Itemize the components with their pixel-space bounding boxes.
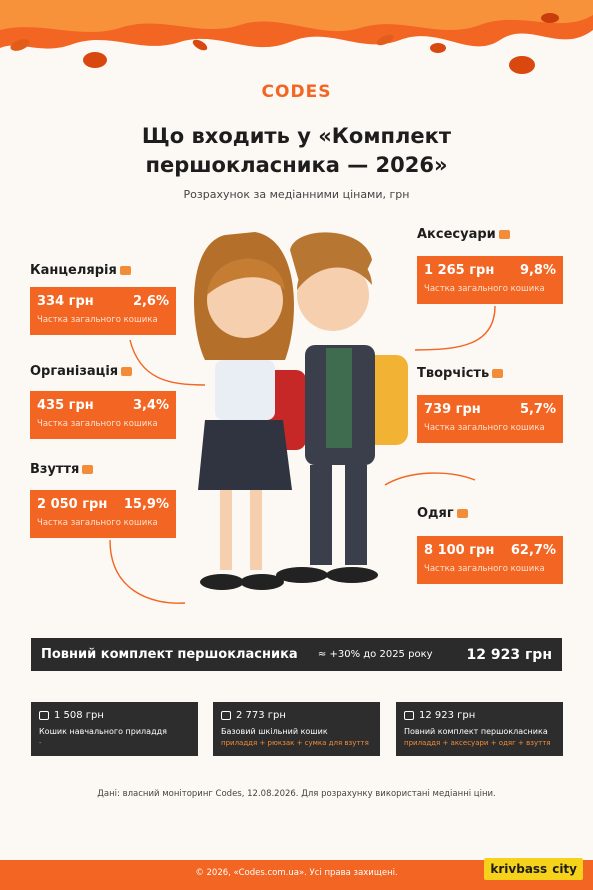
share: 2,6%	[132, 294, 169, 309]
kit-card: 2 773 грн Базовий шкільний кошик приладдя …	[213, 702, 380, 756]
price: 334 грн	[37, 294, 94, 309]
kit-price: 1 508 грн	[54, 710, 104, 721]
kit-detail: -	[39, 739, 42, 747]
caption: Частка загального кошика	[424, 564, 545, 574]
share: 15,9%	[123, 497, 169, 512]
category-label: Організація	[30, 364, 119, 379]
total-label: Повний комплект першокласника	[41, 647, 298, 662]
card-row: 739 грн 5,7%	[424, 400, 556, 420]
card-row: 1 265 грн 9,8%	[424, 261, 556, 281]
category-card: 8 100 грн 62,7% Частка загального кошика	[417, 536, 563, 584]
share: 9,8%	[519, 263, 556, 278]
card-row: 334 грн 2,6%	[37, 292, 169, 312]
share: 3,4%	[132, 398, 169, 413]
kit-price-row: 2 773 грн	[221, 709, 372, 723]
icon	[498, 230, 510, 239]
category-name: Творчість	[417, 366, 504, 381]
share: 62,7%	[510, 543, 556, 558]
watermark-text: krivbass	[490, 862, 548, 876]
category-card: 1 265 грн 9,8% Частка загального кошика	[417, 256, 563, 304]
price: 2 050 грн	[37, 497, 108, 512]
arrows	[109, 305, 496, 604]
decoration	[0, 0, 593, 604]
title-line: Що входить у «Комплект	[141, 124, 452, 148]
kit-price: 2 773 грн	[236, 710, 286, 721]
category-label: Аксесуари	[417, 227, 496, 242]
kit-detail: приладдя + рюкзак + сумка для взуття	[221, 739, 369, 747]
kit-detail: приладдя + аксесуари + одяг + взуття	[404, 739, 551, 747]
category-name: Аксесуари	[417, 227, 510, 242]
bag-icon	[39, 710, 49, 720]
icon	[119, 266, 131, 275]
category-card: 739 грн 5,7% Частка загального кошика	[417, 395, 563, 443]
category-card: 435 грн 3,4% Частка загального кошика	[30, 391, 176, 439]
category-name: Взуття	[30, 462, 94, 477]
card-row: 8 100 грн 62,7%	[424, 541, 556, 561]
source-note: Дані: власний моніторинг Codes, 12.08.20…	[97, 789, 496, 799]
kit-name: Базовий шкільний кошик	[221, 727, 328, 736]
share: 5,7%	[519, 402, 556, 417]
category-card: 334 грн 2,6% Частка загального кошика	[30, 287, 176, 335]
category-label: Взуття	[30, 462, 80, 477]
kit-price: 12 923 грн	[419, 710, 476, 721]
watermark: krivbass city	[484, 858, 583, 880]
kit-price-row: 12 923 грн	[404, 709, 555, 723]
caption: Частка загального кошика	[37, 315, 158, 325]
title: Що входить у «Комплект першокласника — 2…	[0, 122, 593, 180]
caption: Частка загального кошика	[424, 284, 545, 294]
caption: Частка загального кошика	[37, 518, 158, 528]
icon	[82, 465, 94, 474]
category-name: Канцелярія	[30, 263, 131, 278]
category-label: Канцелярія	[30, 263, 117, 278]
category-name: Організація	[30, 364, 133, 379]
price: 1 265 грн	[424, 263, 495, 278]
category-card: 2 050 грн 15,9% Частка загального кошика	[30, 490, 176, 538]
card-row: 2 050 грн 15,9%	[37, 495, 169, 515]
icon	[121, 367, 133, 376]
kit-price-row: 1 508 грн	[39, 709, 190, 723]
bag-icon	[404, 710, 414, 720]
price: 435 грн	[37, 398, 94, 413]
caption: Частка загального кошика	[37, 419, 158, 429]
caption: Частка загального кошика	[424, 423, 545, 433]
price: 739 грн	[424, 402, 481, 417]
card-row: 435 грн 3,4%	[37, 396, 169, 416]
children-illustration	[193, 232, 408, 590]
kit-name: Повний комплект першокласника	[404, 727, 548, 736]
icon	[456, 509, 468, 518]
icon	[492, 369, 504, 378]
category-name: Одяг	[417, 506, 468, 521]
bag-icon	[221, 710, 231, 720]
category-label: Творчість	[417, 366, 490, 381]
kit-card: 1 508 грн Кошик навчального приладдя -	[31, 702, 198, 756]
price: 8 100 грн	[424, 543, 495, 558]
kit-card: 12 923 грн Повний комплект першокласника п…	[396, 702, 563, 756]
watermark-text: city	[552, 862, 577, 876]
logo: CODES	[261, 82, 332, 102]
total-change: ≈ +30% до 2025 року	[317, 649, 433, 660]
category-label: Одяг	[417, 506, 454, 521]
total-bar: Повний комплект першокласника ≈ +30% до …	[31, 638, 562, 671]
title-line: першокласника — 2026»	[145, 153, 448, 177]
subtitle: Розрахунок за медіанними цінами, грн	[183, 188, 410, 201]
kit-name: Кошик навчального приладдя	[39, 727, 167, 736]
total-value: 12 923 грн	[466, 646, 552, 663]
